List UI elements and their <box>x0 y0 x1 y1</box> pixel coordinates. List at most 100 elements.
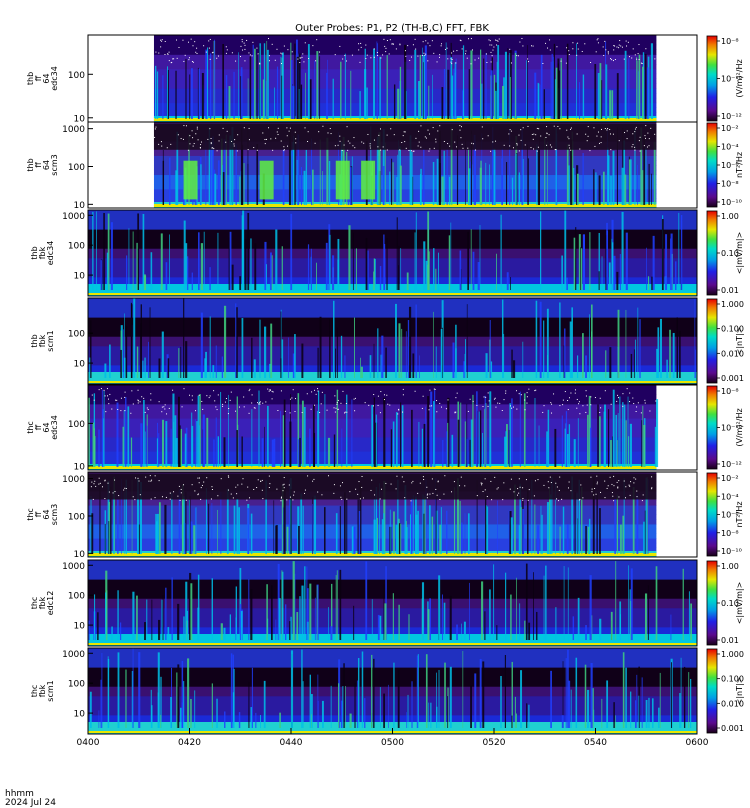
speckle <box>333 407 335 409</box>
speckle <box>354 410 356 412</box>
time-streak <box>541 514 543 554</box>
speckle <box>321 391 323 393</box>
speckle <box>377 146 379 148</box>
speckle <box>380 391 382 393</box>
time-streak <box>549 487 551 554</box>
time-streak <box>575 227 577 290</box>
speckle <box>132 496 134 498</box>
time-streak <box>125 325 128 378</box>
time-streak <box>297 393 300 467</box>
time-streak <box>425 479 427 554</box>
time-streak <box>612 389 615 467</box>
speckle <box>365 44 367 46</box>
speckle <box>549 49 551 51</box>
time-streak <box>119 622 122 640</box>
time-streak <box>423 423 426 467</box>
panel-frame <box>87 471 698 558</box>
speckle <box>553 125 555 127</box>
time-streak <box>217 160 220 205</box>
time-streak <box>358 510 361 554</box>
speckle <box>114 491 116 493</box>
time-streak <box>328 607 329 640</box>
speckle <box>91 394 93 396</box>
time-streak <box>634 128 636 205</box>
time-streak <box>398 323 401 378</box>
time-streak <box>104 523 106 554</box>
time-streak <box>250 707 253 728</box>
y-tick-label: 100 <box>68 680 85 690</box>
time-streak <box>593 169 595 205</box>
time-streak <box>302 681 304 728</box>
time-streak <box>509 50 512 119</box>
speckle <box>189 394 191 396</box>
time-streak <box>493 564 495 640</box>
time-streak <box>585 526 587 554</box>
time-streak <box>99 483 101 554</box>
speckle <box>304 492 306 494</box>
speckle <box>517 55 519 57</box>
speckle <box>259 402 261 404</box>
time-streak <box>264 426 265 467</box>
spectral-band <box>88 538 657 544</box>
time-streak <box>483 58 485 119</box>
speckle <box>144 411 146 413</box>
time-streak <box>239 276 242 290</box>
time-streak <box>585 355 587 378</box>
time-streak <box>628 159 631 205</box>
speckle <box>342 482 344 484</box>
time-streak <box>615 561 617 640</box>
speckle <box>396 475 398 477</box>
speckle <box>547 481 549 483</box>
speckle <box>567 136 569 138</box>
time-streak <box>223 139 226 205</box>
spectral-band <box>153 150 657 156</box>
time-streak <box>470 419 473 467</box>
speckle <box>502 499 504 501</box>
time-streak <box>424 45 427 119</box>
speckle <box>200 498 202 500</box>
speckle <box>257 53 259 55</box>
time-streak <box>566 434 569 467</box>
time-streak <box>179 425 181 467</box>
speckle <box>471 49 473 51</box>
time-streak <box>507 48 509 119</box>
time-streak <box>676 317 678 378</box>
speckle <box>216 409 218 411</box>
time-streak <box>254 48 256 120</box>
time-streak <box>558 70 561 119</box>
speckle <box>637 53 639 55</box>
time-streak <box>298 53 301 120</box>
time-streak <box>435 481 437 554</box>
speckle <box>340 402 342 404</box>
speckle <box>630 481 632 483</box>
speckle <box>317 390 319 392</box>
time-streak <box>648 697 650 728</box>
speckle <box>546 126 548 128</box>
time-streak <box>525 563 528 640</box>
speckle <box>377 395 379 397</box>
spectral-band <box>88 588 697 599</box>
time-streak <box>142 213 145 290</box>
time-streak <box>496 253 497 290</box>
time-streak <box>624 50 627 119</box>
time-streak <box>382 166 385 205</box>
time-streak <box>280 358 282 378</box>
y-tick-label: 100 <box>68 592 85 602</box>
speckle <box>522 497 524 499</box>
time-streak <box>156 438 158 467</box>
time-streak <box>514 484 516 554</box>
speckle <box>151 479 153 481</box>
y-tick-label: 1000 <box>62 650 85 660</box>
speckle <box>108 403 110 405</box>
speckle <box>170 62 172 64</box>
speckle <box>505 390 507 392</box>
chart-title: Outer Probes: P1, P2 (TH-B,C) FFT, FBK <box>295 23 489 34</box>
speckle <box>516 55 518 57</box>
time-streak <box>233 71 235 119</box>
speckle <box>211 147 213 149</box>
time-streak <box>352 232 354 290</box>
speckle <box>346 126 348 128</box>
time-streak <box>198 232 200 290</box>
time-streak <box>185 581 188 640</box>
speckle <box>455 397 457 399</box>
